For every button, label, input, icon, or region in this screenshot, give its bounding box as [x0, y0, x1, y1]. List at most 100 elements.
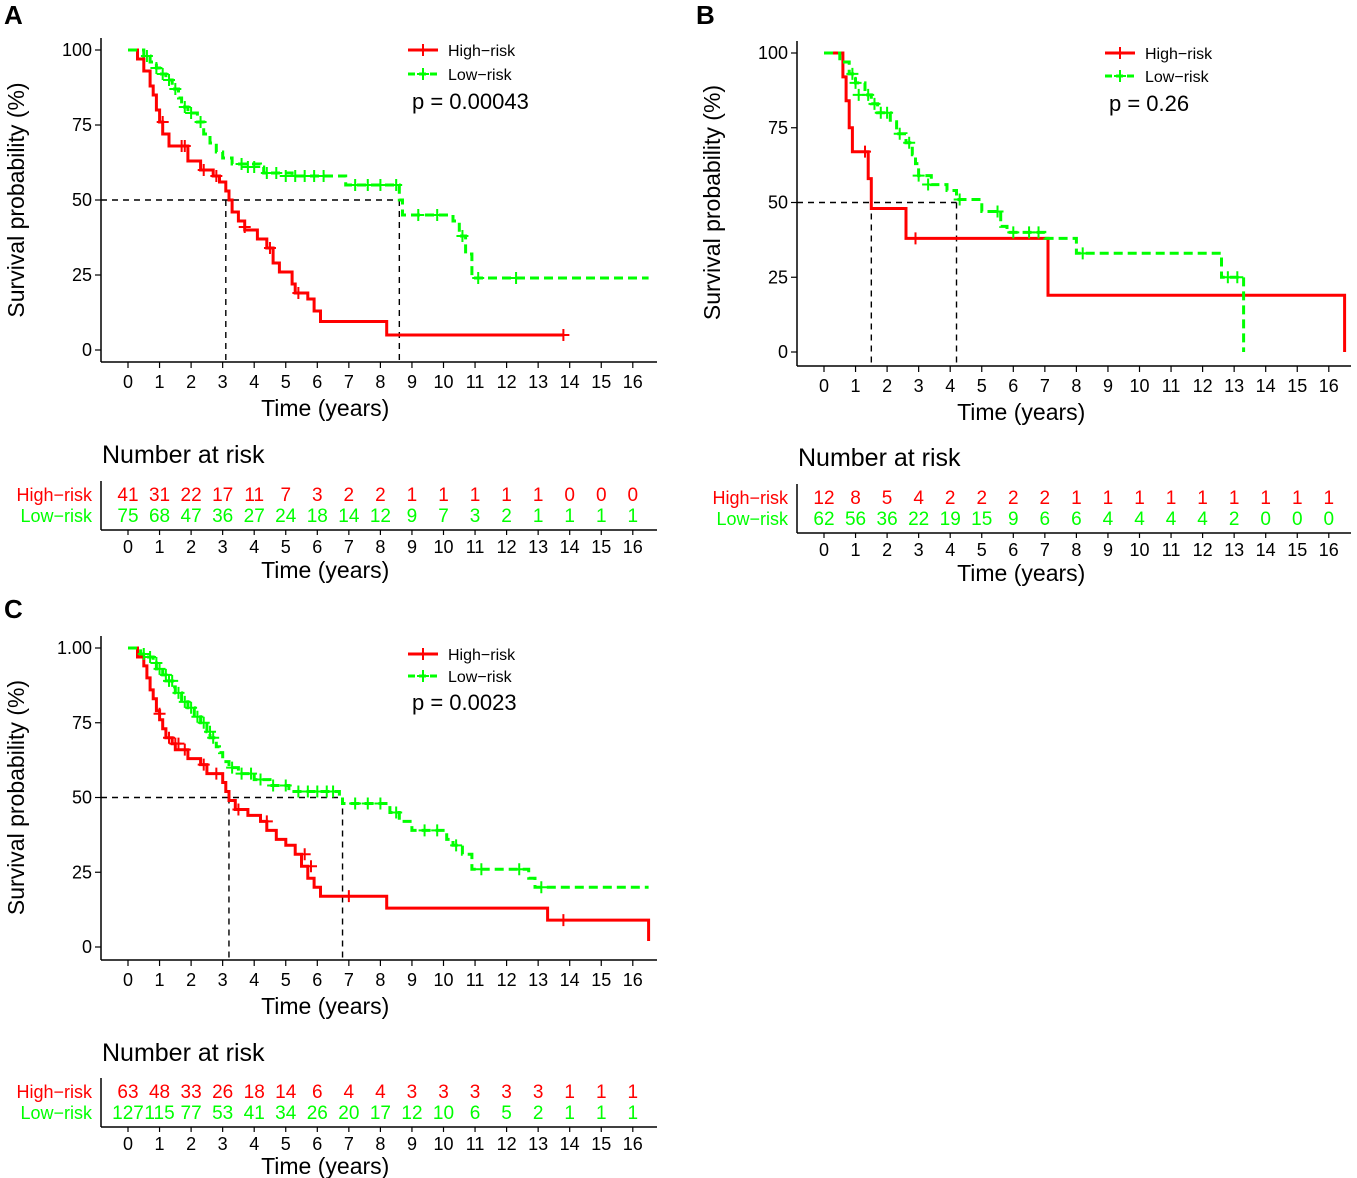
risk-count-low: 68	[149, 506, 170, 527]
x-tick-label: 9	[407, 970, 417, 990]
risk-count-low: 4	[1197, 509, 1208, 530]
y-tick-label: 100	[62, 40, 92, 60]
risk-count-high: 5	[882, 488, 893, 509]
censor-mark	[412, 209, 425, 221]
y-tick-label: 50	[768, 193, 788, 213]
risk-x-tick-label: 5	[281, 1134, 291, 1154]
censor-mark	[450, 839, 463, 852]
risk-count-low: 0	[1324, 509, 1335, 530]
y-tick-label: 75	[768, 118, 788, 138]
risk-count-high: 1	[1229, 488, 1240, 509]
x-tick-label: 11	[466, 372, 485, 392]
risk-x-tick-label: 14	[560, 537, 580, 557]
censor-mark	[248, 161, 261, 173]
risk-count-high: 1	[1197, 488, 1208, 509]
risk-x-tick-label: 4	[249, 537, 259, 557]
censor-mark	[1007, 226, 1020, 239]
risk-count-high: 14	[275, 1082, 297, 1103]
risk-x-tick-label: 11	[1162, 540, 1181, 560]
risk-count-high: 31	[149, 485, 170, 506]
risk-count-low: 1	[596, 1103, 607, 1124]
risk-x-tick-label: 3	[218, 1134, 228, 1154]
censor-mark	[238, 221, 251, 233]
censor-mark	[197, 164, 210, 176]
risk-count-high: 4	[344, 1082, 355, 1103]
x-tick-label: 4	[249, 372, 259, 392]
risk-count-low: 27	[244, 506, 265, 527]
risk-count-low: 9	[407, 506, 418, 527]
x-tick-label: 8	[1071, 376, 1081, 396]
censor-mark	[235, 158, 248, 170]
x-tick-label: 7	[344, 372, 354, 392]
censor-mark	[903, 136, 916, 149]
risk-count-low: 9	[1008, 509, 1019, 530]
risk-count-high: 18	[244, 1082, 265, 1103]
risk-x-tick-label: 9	[1103, 540, 1113, 560]
censor-mark	[349, 797, 362, 810]
x-tick-label: 5	[977, 376, 987, 396]
risk-x-tick-label: 12	[497, 1134, 517, 1154]
panel-letter: C	[4, 594, 23, 624]
censor-mark	[191, 710, 204, 723]
risk-count-high: 2	[375, 485, 386, 506]
risk-count-low: 10	[433, 1103, 454, 1124]
censor-mark	[510, 272, 523, 284]
risk-count-low: 7	[438, 506, 449, 527]
risk-count-high: 1	[1103, 488, 1114, 509]
risk-x-tick-label: 10	[1129, 540, 1149, 560]
risk-x-tick-label: 0	[123, 537, 133, 557]
legend-label-low: Low−risk	[448, 67, 513, 84]
y-tick-label: 1.00	[57, 638, 92, 658]
risk-count-high: 1	[1292, 488, 1303, 509]
censor-mark	[327, 785, 340, 798]
censor-mark	[279, 779, 292, 792]
risk-count-low: 75	[117, 506, 138, 527]
risk-count-low: 14	[338, 506, 360, 527]
risk-row-label-high: High−risk	[16, 485, 93, 505]
risk-x-tick-label: 8	[1071, 540, 1081, 560]
y-axis-title: Survival probability (%)	[3, 82, 29, 317]
risk-count-high: 7	[280, 485, 291, 506]
risk-count-high: 1	[628, 1082, 639, 1103]
risk-count-high: 8	[850, 488, 861, 509]
panel-letter: B	[696, 0, 715, 30]
risk-count-high: 63	[117, 1082, 138, 1103]
censor-mark	[194, 116, 207, 128]
censor-mark	[304, 860, 317, 873]
x-tick-label: 4	[249, 970, 259, 990]
censor-mark	[317, 170, 330, 182]
censor-mark	[172, 686, 185, 699]
x-tick-label: 16	[623, 970, 643, 990]
legend-censor-mark	[417, 68, 429, 80]
low-risk-curve	[128, 48, 649, 280]
censor-mark	[210, 170, 223, 182]
censor-mark	[557, 914, 570, 927]
risk-count-high: 17	[212, 485, 233, 506]
censor-mark	[431, 209, 444, 221]
risk-count-high: 48	[149, 1082, 170, 1103]
risk-count-high: 1	[1166, 488, 1177, 509]
risk-count-high: 3	[407, 1082, 418, 1103]
risk-x-tick-label: 13	[528, 1134, 548, 1154]
risk-x-tick-label: 1	[155, 1134, 165, 1154]
censor-mark	[178, 101, 191, 113]
risk-count-high: 1	[533, 485, 544, 506]
risk-count-low: 6	[1071, 509, 1082, 530]
risk-count-low: 56	[845, 509, 866, 530]
risk-count-low: 22	[908, 509, 929, 530]
censor-mark	[267, 779, 280, 792]
censor-mark	[431, 824, 444, 837]
x-tick-label: 2	[186, 372, 196, 392]
risk-row-label-low: Low−risk	[716, 509, 789, 529]
censor-mark	[169, 83, 182, 95]
x-tick-label: 7	[1040, 376, 1050, 396]
censor-mark	[197, 758, 210, 771]
legend-label-high: High−risk	[448, 647, 516, 664]
risk-x-tick-label: 4	[249, 1134, 259, 1154]
risk-count-high: 3	[470, 1082, 481, 1103]
risk-x-tick-label: 15	[591, 1134, 611, 1154]
risk-count-high: 1	[1324, 488, 1335, 509]
risk-x-tick-label: 6	[312, 1134, 322, 1154]
x-tick-label: 12	[497, 970, 517, 990]
risk-count-low: 4	[1166, 509, 1177, 530]
